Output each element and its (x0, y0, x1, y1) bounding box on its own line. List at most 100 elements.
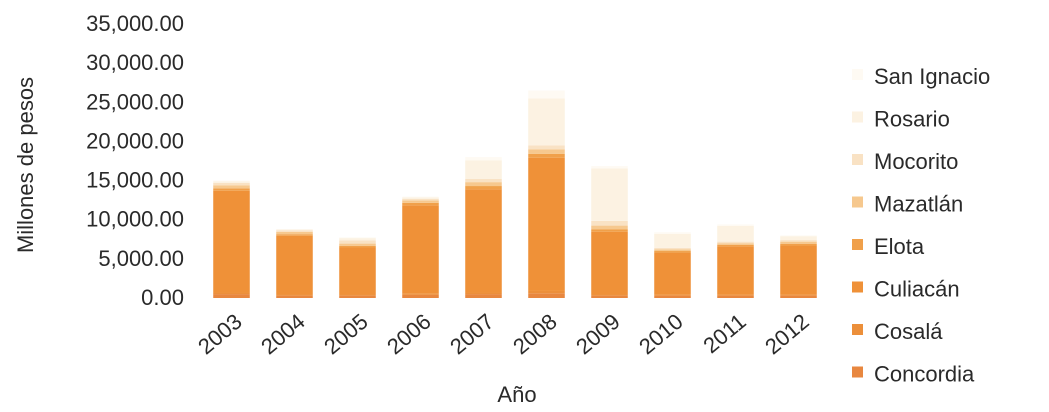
bar-segment (654, 251, 691, 253)
legend-label: Elota (874, 234, 925, 259)
bar-segment (339, 240, 376, 244)
bar-segment (717, 243, 754, 245)
bar-segment (780, 240, 817, 242)
bar-segment (339, 247, 376, 295)
bar-segment (339, 295, 376, 298)
bar-segment (276, 234, 313, 236)
bar-segment (465, 182, 502, 187)
bar-segment (780, 294, 817, 296)
x-tick-label: 2006 (382, 309, 436, 360)
y-tick-label: 30,000.00 (86, 50, 184, 75)
bar-segment (213, 180, 250, 182)
x-tick-label: 2010 (634, 309, 688, 360)
bar-segment (402, 293, 439, 295)
bar-segment (276, 231, 313, 235)
legend-label: Mocorito (874, 149, 958, 174)
bar-segment (591, 231, 628, 295)
bar-segment (717, 224, 754, 226)
legend-label: Rosario (874, 107, 950, 132)
bar-segment (465, 292, 502, 295)
bar-segment (339, 238, 376, 241)
legend-label: Cosalá (874, 319, 943, 344)
bar-segment (654, 294, 691, 296)
bar-segment (654, 247, 691, 250)
x-axis-ticks: 2003 2004 2005 2006 2007 2008 2009 2010 2011 2012 (193, 309, 814, 360)
bar-segment (654, 233, 691, 248)
x-tick-label: 2009 (571, 309, 625, 360)
bar-segment (465, 186, 502, 190)
bar-segment (717, 246, 754, 295)
bar-segment (339, 245, 376, 248)
bar-segment (339, 294, 376, 296)
x-tick-label: 2007 (445, 309, 499, 360)
y-axis-title: Millones de pesos (13, 77, 38, 253)
bar-segment (213, 181, 250, 183)
bar-stack (402, 196, 439, 298)
y-tick-label: 15,000.00 (86, 168, 184, 193)
legend-swatch (852, 281, 863, 293)
bar-stack (213, 180, 250, 298)
bar-segment (654, 232, 691, 234)
bar-segment (339, 243, 376, 246)
legend-label: Concordia (874, 362, 975, 387)
bar-segment (528, 98, 565, 146)
bar-segment (276, 230, 313, 232)
bar-segment (213, 188, 250, 191)
bar-segment (402, 205, 439, 294)
x-axis-title: Año (497, 382, 536, 407)
bars-group (213, 90, 817, 298)
bar-segment (213, 292, 250, 295)
bar-segment (717, 241, 754, 244)
bar-segment (402, 197, 439, 199)
bar-stack (591, 166, 628, 298)
bar-segment (528, 145, 565, 150)
bar-segment (402, 196, 439, 198)
bar-segment (213, 185, 250, 189)
bar-segment (528, 90, 565, 99)
legend-swatch (852, 111, 863, 123)
bar-stack (339, 237, 376, 298)
bar-segment (465, 160, 502, 180)
bar-segment (465, 157, 502, 161)
bar-segment (528, 290, 565, 294)
y-tick-label: 25,000.00 (86, 89, 184, 114)
bar-segment (213, 190, 250, 293)
bar-segment (717, 295, 754, 298)
bar-stack (780, 235, 817, 298)
bar-segment (402, 200, 439, 203)
bar-segment (654, 295, 691, 298)
bar-segment (465, 179, 502, 183)
y-tick-label: 35,000.00 (86, 11, 184, 36)
bar-segment (591, 229, 628, 232)
bar-segment (717, 244, 754, 247)
x-tick-label: 2004 (256, 309, 310, 360)
legend-swatch (852, 366, 863, 378)
legend-label: Mazatlán (874, 192, 963, 217)
y-tick-label: 20,000.00 (86, 128, 184, 153)
bar-segment (780, 245, 817, 295)
bar-segment (528, 157, 565, 291)
bar-segment (591, 220, 628, 226)
bar-segment (654, 252, 691, 295)
bar-segment (213, 294, 250, 298)
bar-segment (591, 294, 628, 296)
bar-segment (780, 295, 817, 298)
bar-segment (780, 236, 817, 241)
bar-segment (465, 189, 502, 293)
y-axis-ticks: 0.00 5,000.00 10,000.00 15,000.00 20,000.00 2… (86, 11, 184, 310)
bar-stack (654, 232, 691, 298)
legend-swatch (852, 239, 863, 250)
bar-segment (591, 166, 628, 169)
legend-swatch (852, 196, 863, 208)
bar-segment (402, 198, 439, 201)
bar-segment (402, 294, 439, 298)
bar-stack (276, 229, 313, 298)
legend-swatch (852, 154, 863, 165)
bar-segment (528, 153, 565, 158)
bar-segment (528, 149, 565, 154)
legend-label: Culiacán (874, 277, 960, 302)
bar-stack (717, 224, 754, 298)
bar-segment (465, 294, 502, 298)
